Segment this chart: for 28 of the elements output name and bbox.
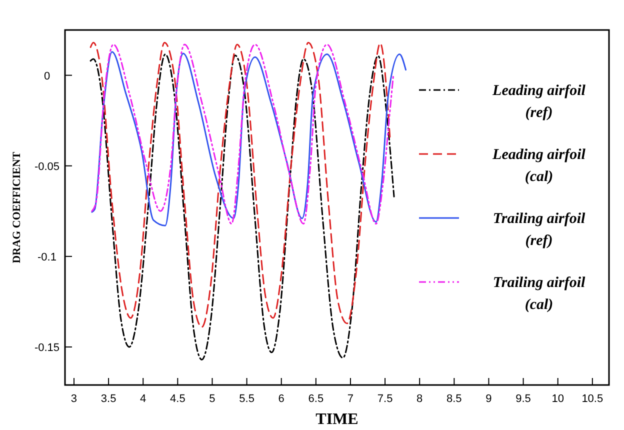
x-tick-label: 8: [416, 393, 423, 405]
x-tick-label: 6: [278, 393, 284, 405]
y-axis-title: DRAG COEFFICIENT: [11, 151, 23, 264]
legend-label: Trailing airfoil (ref): [492, 211, 586, 249]
x-tick-label: 8.5: [446, 393, 462, 405]
x-tick-label: 5.5: [239, 393, 254, 405]
x-tick-label: 4: [140, 393, 146, 405]
x-tick-label: 7: [347, 393, 354, 405]
y-tick-label: 0: [44, 70, 50, 82]
x-tick-label: 5: [209, 393, 216, 405]
line-series: [90, 54, 395, 360]
x-tick-label: 10.5: [582, 393, 604, 405]
x-tick-label: 7.5: [377, 393, 393, 405]
x-tick-label: 10: [552, 393, 564, 405]
x-tick-label: 3: [70, 393, 78, 405]
x-tick-label: 6.5: [308, 393, 324, 405]
line-series: [90, 42, 391, 328]
legend-label: Leading airfoil (ref): [492, 83, 586, 121]
legend-label: Trailing airfoil (cal): [492, 275, 586, 313]
x-tick-label: 3.5: [100, 393, 116, 405]
y-tick-label: -0.05: [34, 160, 60, 173]
y-tick-label: -0.15: [34, 342, 60, 354]
x-tick-label: 4.5: [170, 393, 186, 405]
y-tick-label: -0.1: [38, 251, 56, 264]
legend-label: Leading airfoil (cal): [492, 147, 586, 185]
x-tick-label: 9: [486, 393, 492, 405]
x-tick-label: 9.5: [516, 393, 531, 405]
x-axis-title: TIME: [316, 411, 358, 428]
